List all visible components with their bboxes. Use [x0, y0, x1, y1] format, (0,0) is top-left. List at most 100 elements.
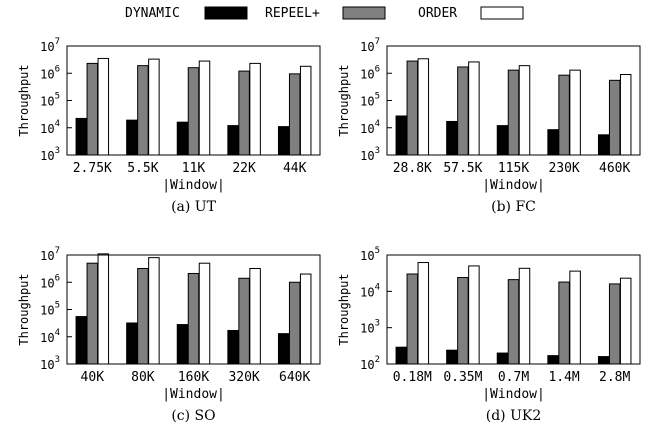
bar-repeel: [558, 74, 570, 156]
bar-repeel: [187, 67, 200, 156]
x-tick-label: 2.75K: [73, 161, 112, 176]
x-tick-label: 28.8K: [393, 161, 432, 176]
bar-order: [518, 267, 531, 365]
y-axis-label: Throughput: [337, 273, 351, 345]
bar-order: [417, 58, 430, 156]
y-tick-label: 104: [40, 328, 60, 345]
bar-dynamic: [227, 329, 239, 365]
bar-order: [97, 253, 110, 365]
bar-dynamic: [176, 121, 189, 156]
x-tick-label: 0.7M: [498, 370, 529, 385]
x-tick-label: 1.4M: [548, 370, 579, 385]
x-tick-label: 115K: [498, 161, 529, 176]
bar-order: [148, 257, 160, 365]
bar-repeel: [187, 272, 200, 365]
legend: DYNAMIC REPEEL+ ORDER: [125, 6, 524, 21]
y-axis-label: Throughput: [17, 273, 31, 345]
chart-panel-d-uk2: 102 103 104 105 Throughput 0.18M 0.35M 0.7M 1.4M…: [337, 246, 641, 424]
plot-frame: [66, 254, 321, 365]
bar-order: [468, 61, 480, 156]
y-tick-label: 105: [40, 301, 60, 318]
bar-repeel: [457, 277, 469, 365]
y-tick-label: 103: [40, 146, 60, 163]
x-tick-label: 460K: [599, 161, 630, 176]
bar-repeel: [238, 277, 250, 365]
bar-order: [148, 58, 160, 156]
y-axis-label: Throughput: [337, 64, 351, 136]
bar-dynamic: [395, 346, 408, 365]
bar-dynamic: [277, 333, 290, 365]
y-tick-label: 106: [360, 64, 380, 81]
x-tick-label: 44K: [283, 161, 307, 176]
bar-repeel: [86, 62, 99, 156]
panel-caption: (b) FC: [491, 199, 536, 215]
y-tick-label: 103: [360, 146, 380, 163]
y-tick-label: 105: [360, 246, 380, 263]
y-tick-label: 104: [360, 119, 380, 136]
bar-order: [518, 65, 531, 156]
bar-repeel: [608, 283, 621, 365]
bar-repeel: [608, 79, 621, 156]
y-tick-label: 107: [40, 246, 60, 263]
bar-dynamic: [176, 324, 189, 365]
bar-repeel: [137, 65, 149, 156]
bar-repeel: [406, 60, 419, 156]
bar-dynamic: [597, 134, 610, 156]
legend-swatch-dynamic: [204, 6, 248, 20]
y-tick-label: 104: [40, 119, 60, 136]
x-axis-label: |Window|: [482, 178, 545, 193]
x-tick-label: 0.18M: [393, 370, 432, 385]
legend-label-order: ORDER: [418, 6, 457, 21]
legend-swatch-order: [480, 6, 524, 20]
bar-repeel: [86, 262, 99, 365]
y-tick-label: 103: [360, 319, 380, 336]
plot-frame: [386, 254, 641, 365]
bar-dynamic: [496, 125, 509, 156]
x-tick-label: 80K: [131, 370, 155, 385]
bar-dynamic: [597, 356, 610, 365]
bar-order: [619, 73, 632, 156]
x-tick-label: 11K: [182, 161, 206, 176]
x-tick-label: 57.5K: [443, 161, 482, 176]
bar-dynamic: [395, 115, 408, 156]
x-tick-label: 22K: [232, 161, 256, 176]
bar-order: [569, 69, 581, 156]
bar-order: [299, 65, 312, 156]
x-axis-label: |Window|: [162, 387, 225, 402]
plot-frame: [66, 45, 321, 156]
y-tick-label: 102: [360, 355, 380, 372]
bar-order: [97, 57, 110, 156]
bar-dynamic: [547, 355, 559, 365]
y-tick-label: 106: [40, 273, 60, 290]
legend-label-dynamic: DYNAMIC: [125, 6, 180, 21]
bar-dynamic: [126, 119, 138, 156]
bar-order: [299, 273, 312, 365]
y-tick-label: 106: [40, 64, 60, 81]
bar-order: [249, 267, 261, 365]
bar-dynamic: [227, 125, 239, 156]
bar-order: [468, 265, 480, 365]
bar-dynamic: [446, 349, 458, 365]
bar-order: [198, 60, 211, 156]
bar-dynamic: [75, 316, 88, 365]
bar-order: [619, 277, 632, 365]
bar-dynamic: [547, 129, 559, 156]
bar-repeel: [558, 281, 570, 365]
x-tick-label: 2.8M: [599, 370, 630, 385]
panel-caption: (d) UK2: [486, 408, 542, 424]
y-tick-label: 107: [360, 37, 380, 54]
chart-panel-c-so: 103 104 105 106 107 Throughput 40K 80K 160K 320K 6…: [17, 246, 321, 424]
y-tick-label: 107: [40, 37, 60, 54]
bar-order: [249, 62, 261, 156]
bar-order: [198, 262, 211, 365]
legend-swatch-repeel: [342, 6, 386, 20]
bar-repeel: [457, 66, 469, 156]
bar-dynamic: [126, 322, 138, 365]
bar-dynamic: [277, 126, 290, 156]
y-tick-label: 104: [360, 282, 380, 299]
y-axis-label: Throughput: [17, 64, 31, 136]
bar-dynamic: [446, 120, 458, 156]
bar-repeel: [137, 267, 149, 365]
x-axis-label: |Window|: [482, 387, 545, 402]
